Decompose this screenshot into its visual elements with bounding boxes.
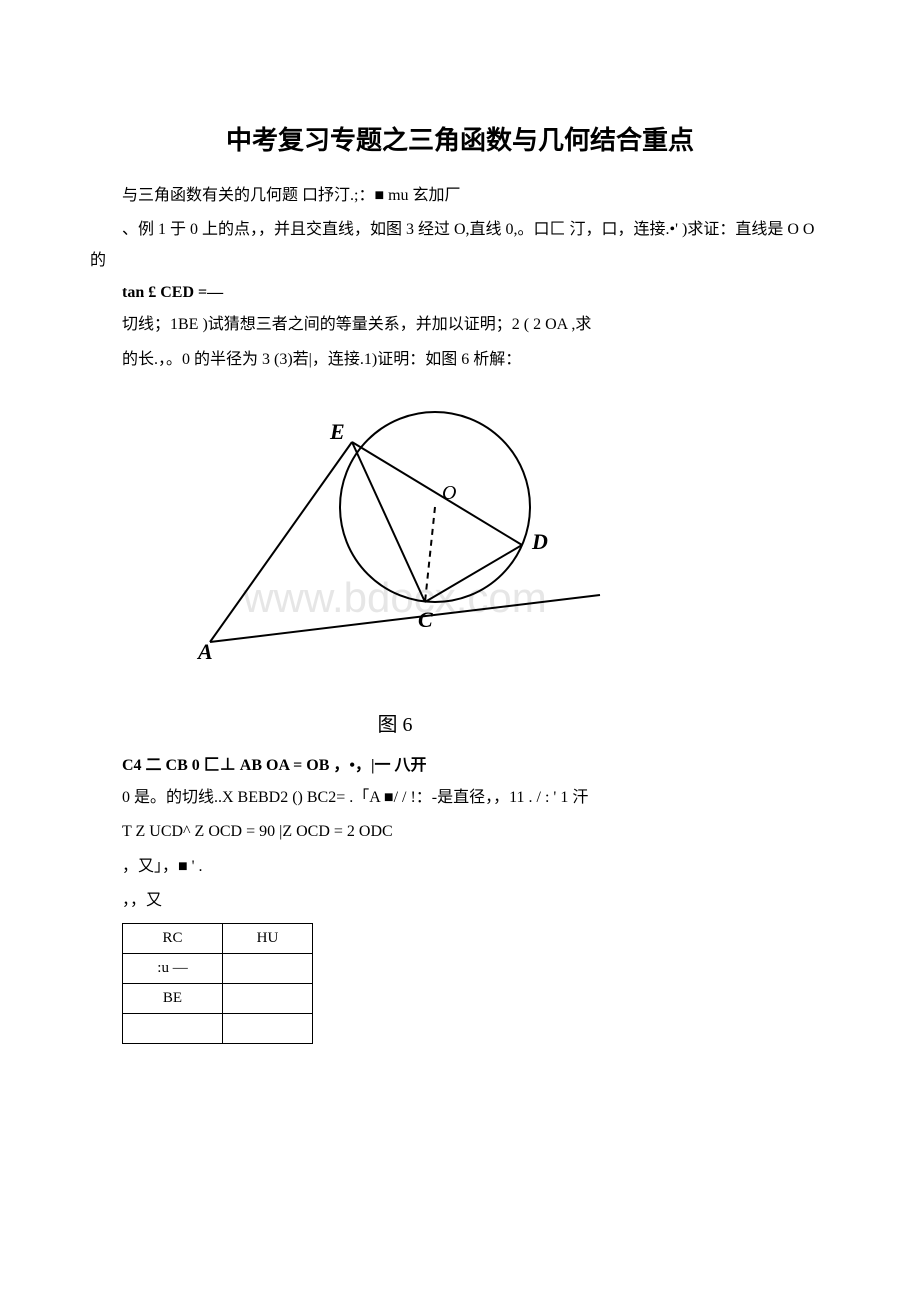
paragraph-1: 与三角函数有关的几何题 口抒汀.;：■ mu 玄加厂 <box>90 181 830 211</box>
paragraph-8: ，，又 <box>90 886 830 916</box>
paragraph-2: 、例 1 于 0 上的点，，并且交直线，如图 3 经过 O,直线 0,。口匚 汀… <box>90 215 830 276</box>
data-table: RC HU :u — BE <box>122 923 313 1044</box>
label-a: A <box>196 639 213 664</box>
page-title: 中考复习专题之三角函数与几何结合重点 <box>90 120 830 157</box>
paragraph-3: 切线；1BE )试猜想三者之间的等量关系，并加以证明；2 ( 2 OA ,求 <box>90 310 830 340</box>
table-cell <box>223 983 313 1013</box>
paragraph-7: ，又」，■ ' . <box>90 852 830 882</box>
table-cell <box>223 1013 313 1043</box>
label-d: D <box>531 529 548 554</box>
geometry-diagram: www.bdocx.com E O D A C <box>180 387 610 687</box>
table-cell: :u — <box>123 953 223 983</box>
bold-line-1: tan £ CED =— <box>90 284 830 302</box>
line-ed <box>352 442 522 545</box>
table-cell <box>223 953 313 983</box>
table-cell: RC <box>123 923 223 953</box>
table-cell: BE <box>123 983 223 1013</box>
table-row <box>123 1013 313 1043</box>
figure-caption: 图 6 <box>180 708 610 737</box>
table-row: BE <box>123 983 313 1013</box>
paragraph-4: 的长.，。0 的半径为 3 (3)若|，连接.1)证明：如图 6 析解： <box>90 345 830 375</box>
paragraph-6: T Z UCD^ Z OCD = 90 |Z OCD = 2 ODC <box>90 817 830 847</box>
table-row: :u — <box>123 953 313 983</box>
table-row: RC HU <box>123 923 313 953</box>
label-e: E <box>329 419 345 444</box>
table-cell: HU <box>223 923 313 953</box>
watermark: www.bdocx.com <box>242 574 546 621</box>
bold-line-2: C4 二 CB 0 匚⊥ AB OA = OB ，•，|一 八开 <box>90 751 830 775</box>
paragraph-5: 0 是。的切线..X BEBD2 () BC2= .「A ■/ / !：-是直径… <box>90 783 830 813</box>
figure-6: www.bdocx.com E O D A C <box>180 387 830 692</box>
table-cell <box>123 1013 223 1043</box>
label-o: O <box>442 482 456 504</box>
label-c: C <box>418 607 433 632</box>
